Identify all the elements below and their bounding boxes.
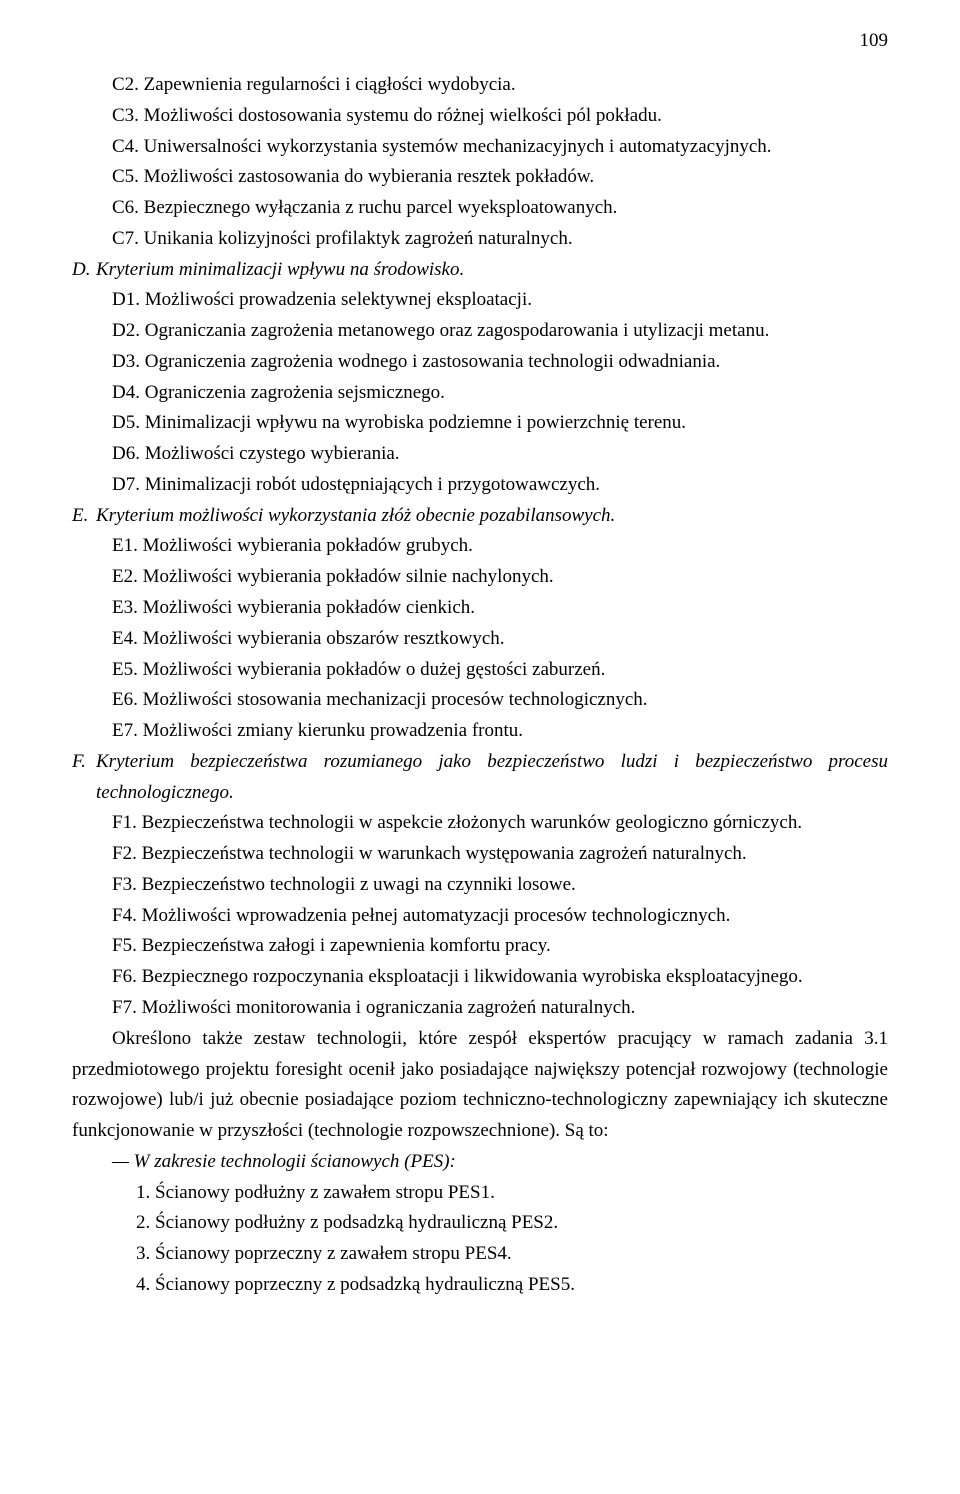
- list-item: F7. Możliwości monitorowania i ogranicza…: [72, 993, 888, 1024]
- list-item: D5. Minimalizacji wpływu na wyrobiska po…: [72, 408, 888, 439]
- list-item: F5. Bezpieczeństwa załogi i zapewnienia …: [72, 931, 888, 962]
- criterion-label: D.: [72, 255, 96, 286]
- list-item: F6. Bezpiecznego rozpoczynania eksploata…: [72, 962, 888, 993]
- list-item: 2. Ścianowy podłużny z podsadzką hydraul…: [72, 1208, 888, 1239]
- criterion-label: E.: [72, 501, 96, 532]
- list-item: F3. Bezpieczeństwo technologii z uwagi n…: [72, 870, 888, 901]
- list-item: F1. Bezpieczeństwa technologii w aspekci…: [72, 808, 888, 839]
- list-item: E6. Możliwości stosowania mechanizacji p…: [72, 685, 888, 716]
- criterion-text: Kryterium minimalizacji wpływu na środow…: [96, 255, 888, 286]
- list-item: C5. Możliwości zastosowania do wybierani…: [72, 162, 888, 193]
- pes-heading: — W zakresie technologii ścianowych (PES…: [72, 1147, 888, 1178]
- list-item: C6. Bezpiecznego wyłączania z ruchu parc…: [72, 193, 888, 224]
- list-item: 1. Ścianowy podłużny z zawałem stropu PE…: [72, 1178, 888, 1209]
- document-page: 109 C2. Zapewnienia regularności i ciągł…: [0, 0, 960, 1494]
- criterion-text: Kryterium możliwości wykorzystania złóż …: [96, 501, 888, 532]
- list-item: D4. Ograniczenia zagrożenia sejsmicznego…: [72, 378, 888, 409]
- list-item: D1. Możliwości prowadzenia selektywnej e…: [72, 285, 888, 316]
- list-item: 4. Ścianowy poprzeczny z podsadzką hydra…: [72, 1270, 888, 1301]
- list-item: C2. Zapewnienia regularności i ciągłości…: [72, 70, 888, 101]
- criterion-d-header: D. Kryterium minimalizacji wpływu na śro…: [72, 255, 888, 286]
- list-item: E5. Możliwości wybierania pokładów o duż…: [72, 655, 888, 686]
- list-item: D2. Ograniczania zagrożenia metanowego o…: [72, 316, 888, 347]
- criterion-f-header: F. Kryterium bezpieczeństwa rozumianego …: [72, 747, 888, 809]
- list-item: E2. Możliwości wybierania pokładów silni…: [72, 562, 888, 593]
- page-content: C2. Zapewnienia regularności i ciągłości…: [72, 70, 888, 1301]
- list-item: C4. Uniwersalności wykorzystania systemó…: [72, 132, 888, 163]
- list-item: C7. Unikania kolizyjności profilaktyk za…: [72, 224, 888, 255]
- paragraph-text: Określono także zestaw technologii, któr…: [72, 1024, 888, 1147]
- criterion-e-header: E. Kryterium możliwości wykorzystania zł…: [72, 501, 888, 532]
- list-item: D3. Ograniczenia zagrożenia wodnego i za…: [72, 347, 888, 378]
- list-item: E3. Możliwości wybierania pokładów cienk…: [72, 593, 888, 624]
- list-item: C3. Możliwości dostosowania systemu do r…: [72, 101, 888, 132]
- list-item: 3. Ścianowy poprzeczny z zawałem stropu …: [72, 1239, 888, 1270]
- list-item: F2. Bezpieczeństwa technologii w warunka…: [72, 839, 888, 870]
- list-item: F4. Możliwości wprowadzenia pełnej autom…: [72, 901, 888, 932]
- criterion-text: Kryterium bezpieczeństwa rozumianego jak…: [96, 747, 888, 809]
- list-item: D6. Możliwości czystego wybierania.: [72, 439, 888, 470]
- page-number: 109: [860, 30, 889, 52]
- list-item: D7. Minimalizacji robót udostępniających…: [72, 470, 888, 501]
- list-item: E4. Możliwości wybierania obszarów reszt…: [72, 624, 888, 655]
- criterion-label: F.: [72, 747, 96, 809]
- list-item: E1. Możliwości wybierania pokładów gruby…: [72, 531, 888, 562]
- list-item: E7. Możliwości zmiany kierunku prowadzen…: [72, 716, 888, 747]
